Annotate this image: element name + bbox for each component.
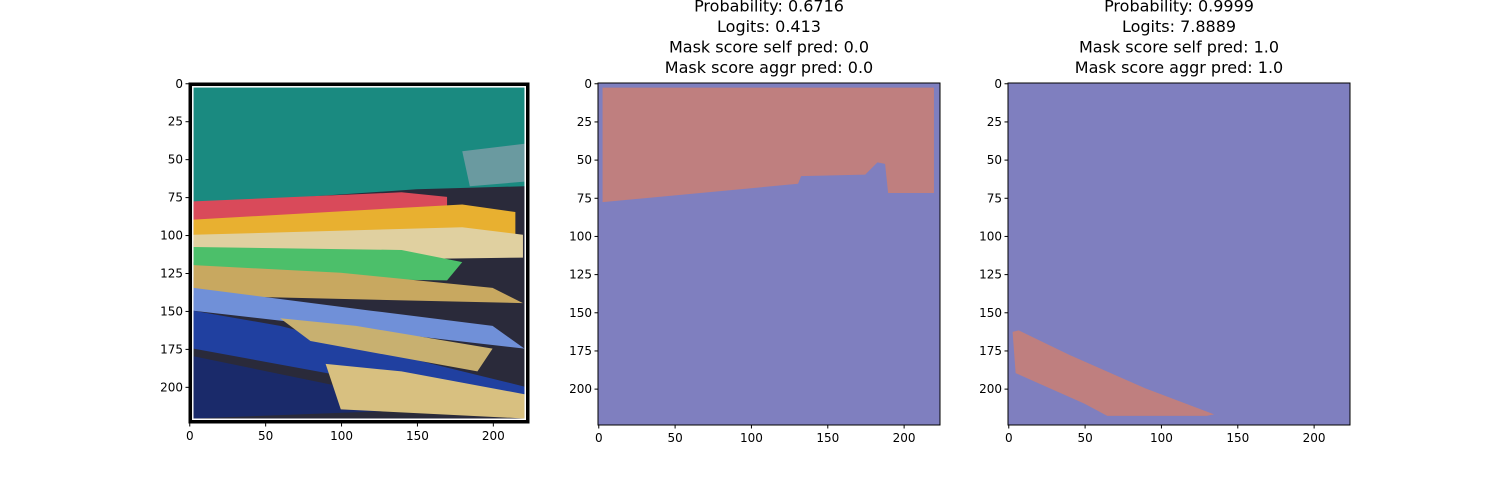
y-tick-label: 150 xyxy=(569,306,592,320)
chart-title: Mask score aggr pred: 1.0 xyxy=(1075,58,1283,77)
chart-title: Logits: 0.413 xyxy=(717,17,821,36)
y-tick-label: 75 xyxy=(577,191,592,205)
x-tick-label: 200 xyxy=(1303,431,1326,445)
axes-frame xyxy=(597,82,941,426)
y-tick-label: 175 xyxy=(569,344,592,358)
x-tick-label: 150 xyxy=(816,431,839,445)
y-tick-label: 175 xyxy=(160,342,183,356)
y-tick-label: 0 xyxy=(584,77,592,91)
mask-image xyxy=(1008,83,1351,426)
x-tick-label: 0 xyxy=(186,429,194,443)
chart-title: Mask score self pred: 0.0 xyxy=(669,38,869,57)
y-tick-label: 100 xyxy=(569,229,592,243)
y-tick-label: 125 xyxy=(569,268,592,282)
x-tick-label: 150 xyxy=(406,429,429,443)
x-tick-label: 50 xyxy=(258,429,273,443)
x-tick-label: 150 xyxy=(1226,431,1249,445)
y-tick-label: 75 xyxy=(987,191,1002,205)
chart-title: Logits: 7.8889 xyxy=(1122,17,1236,36)
chart-title: Probability: 0.6716 xyxy=(694,0,844,16)
y-tick-label: 25 xyxy=(577,115,592,129)
x-tick-label: 200 xyxy=(482,429,505,443)
x-tick-label: 100 xyxy=(330,429,353,443)
y-tick-label: 50 xyxy=(577,153,592,167)
y-tick-label: 150 xyxy=(160,304,183,318)
chart-title: Probability: 0.9999 xyxy=(1104,0,1254,16)
y-tick-label: 25 xyxy=(168,115,183,129)
y-tick-label: 0 xyxy=(994,77,1002,91)
y-tick-label: 50 xyxy=(168,153,183,167)
y-tick-label: 100 xyxy=(160,229,183,243)
y-tick-label: 50 xyxy=(987,153,1002,167)
y-tick-label: 150 xyxy=(979,306,1002,320)
y-tick-label: 125 xyxy=(160,266,183,280)
x-tick-label: 200 xyxy=(893,431,916,445)
y-tick-label: 200 xyxy=(979,382,1002,396)
mask-image xyxy=(598,83,941,426)
y-tick-label: 200 xyxy=(569,382,592,396)
x-tick-label: 0 xyxy=(595,431,603,445)
x-tick-label: 0 xyxy=(1005,431,1013,445)
y-tick-label: 25 xyxy=(987,115,1002,129)
y-tick-label: 100 xyxy=(979,229,1002,243)
y-tick-label: 175 xyxy=(979,344,1002,358)
axes-frame xyxy=(1007,82,1351,426)
x-tick-label: 100 xyxy=(1150,431,1173,445)
x-tick-label: 50 xyxy=(667,431,682,445)
photo xyxy=(189,83,530,424)
y-tick-label: 0 xyxy=(175,77,183,91)
y-tick-label: 125 xyxy=(979,268,1002,282)
y-tick-label: 75 xyxy=(168,191,183,205)
axes-frame xyxy=(188,82,530,424)
x-tick-label: 100 xyxy=(740,431,763,445)
chart-title: Mask score aggr pred: 0.0 xyxy=(665,58,873,77)
chart-title: Mask score self pred: 1.0 xyxy=(1079,38,1279,57)
y-tick-label: 200 xyxy=(160,380,183,394)
x-tick-label: 50 xyxy=(1077,431,1092,445)
